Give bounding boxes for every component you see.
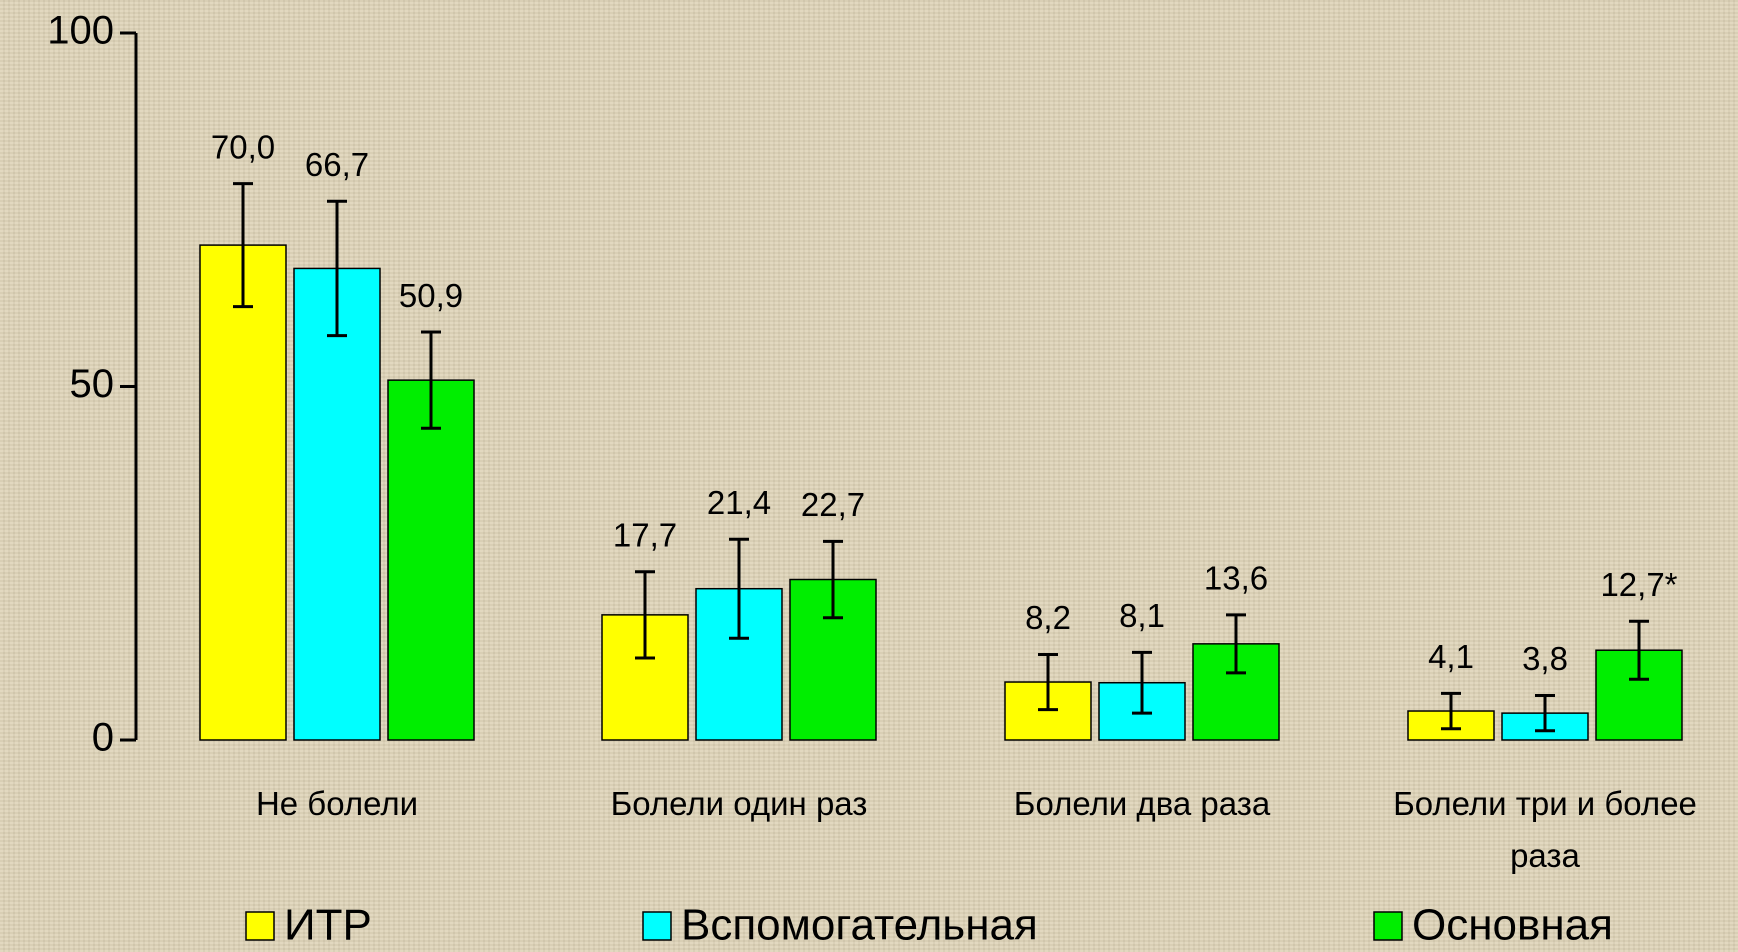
y-tick-label: 100 [47,9,114,53]
error-bar [823,539,843,620]
error-bar [421,330,441,430]
error-bar [1132,650,1152,715]
x-tick-label: Болели три и более раза [1393,785,1697,874]
value-label: 3,8 [1522,640,1568,677]
error-bar [1441,691,1461,731]
value-label: 50,9 [399,277,463,314]
value-label: 22,7 [801,486,865,523]
legend-swatch [1373,911,1403,941]
y-tick-label: 0 [92,716,114,760]
x-tick-label: Болели один раз [610,785,868,822]
value-label: 21,4 [707,484,771,521]
y-tick-label: 50 [70,362,115,406]
error-bar [1038,652,1058,712]
legend-swatch [245,911,275,941]
value-label: 12,7* [1600,566,1677,603]
value-label: 4,1 [1428,638,1474,675]
legend-swatch [642,911,672,941]
value-label: 70,0 [211,128,275,165]
error-bar [233,182,253,309]
x-tick-label: Болели два раза [1013,785,1271,822]
bar [387,379,475,741]
value-label: 17,7 [613,516,677,553]
error-bar [635,570,655,660]
error-bar [327,199,347,338]
bar [199,244,287,741]
bar [293,267,381,741]
error-bar [1226,613,1246,675]
legend-label: Вспомогательная [681,901,1038,950]
value-label: 66,7 [305,146,369,183]
value-label: 8,1 [1119,597,1165,634]
legend-label: ИТР [284,901,372,950]
error-bar [1535,693,1555,733]
value-label: 8,2 [1025,599,1071,636]
value-label: 13,6 [1204,560,1268,597]
x-tick-label: Не болели [255,785,419,822]
legend-label: Основная [1412,901,1613,950]
error-bar [1629,619,1649,681]
error-bar [729,537,749,640]
